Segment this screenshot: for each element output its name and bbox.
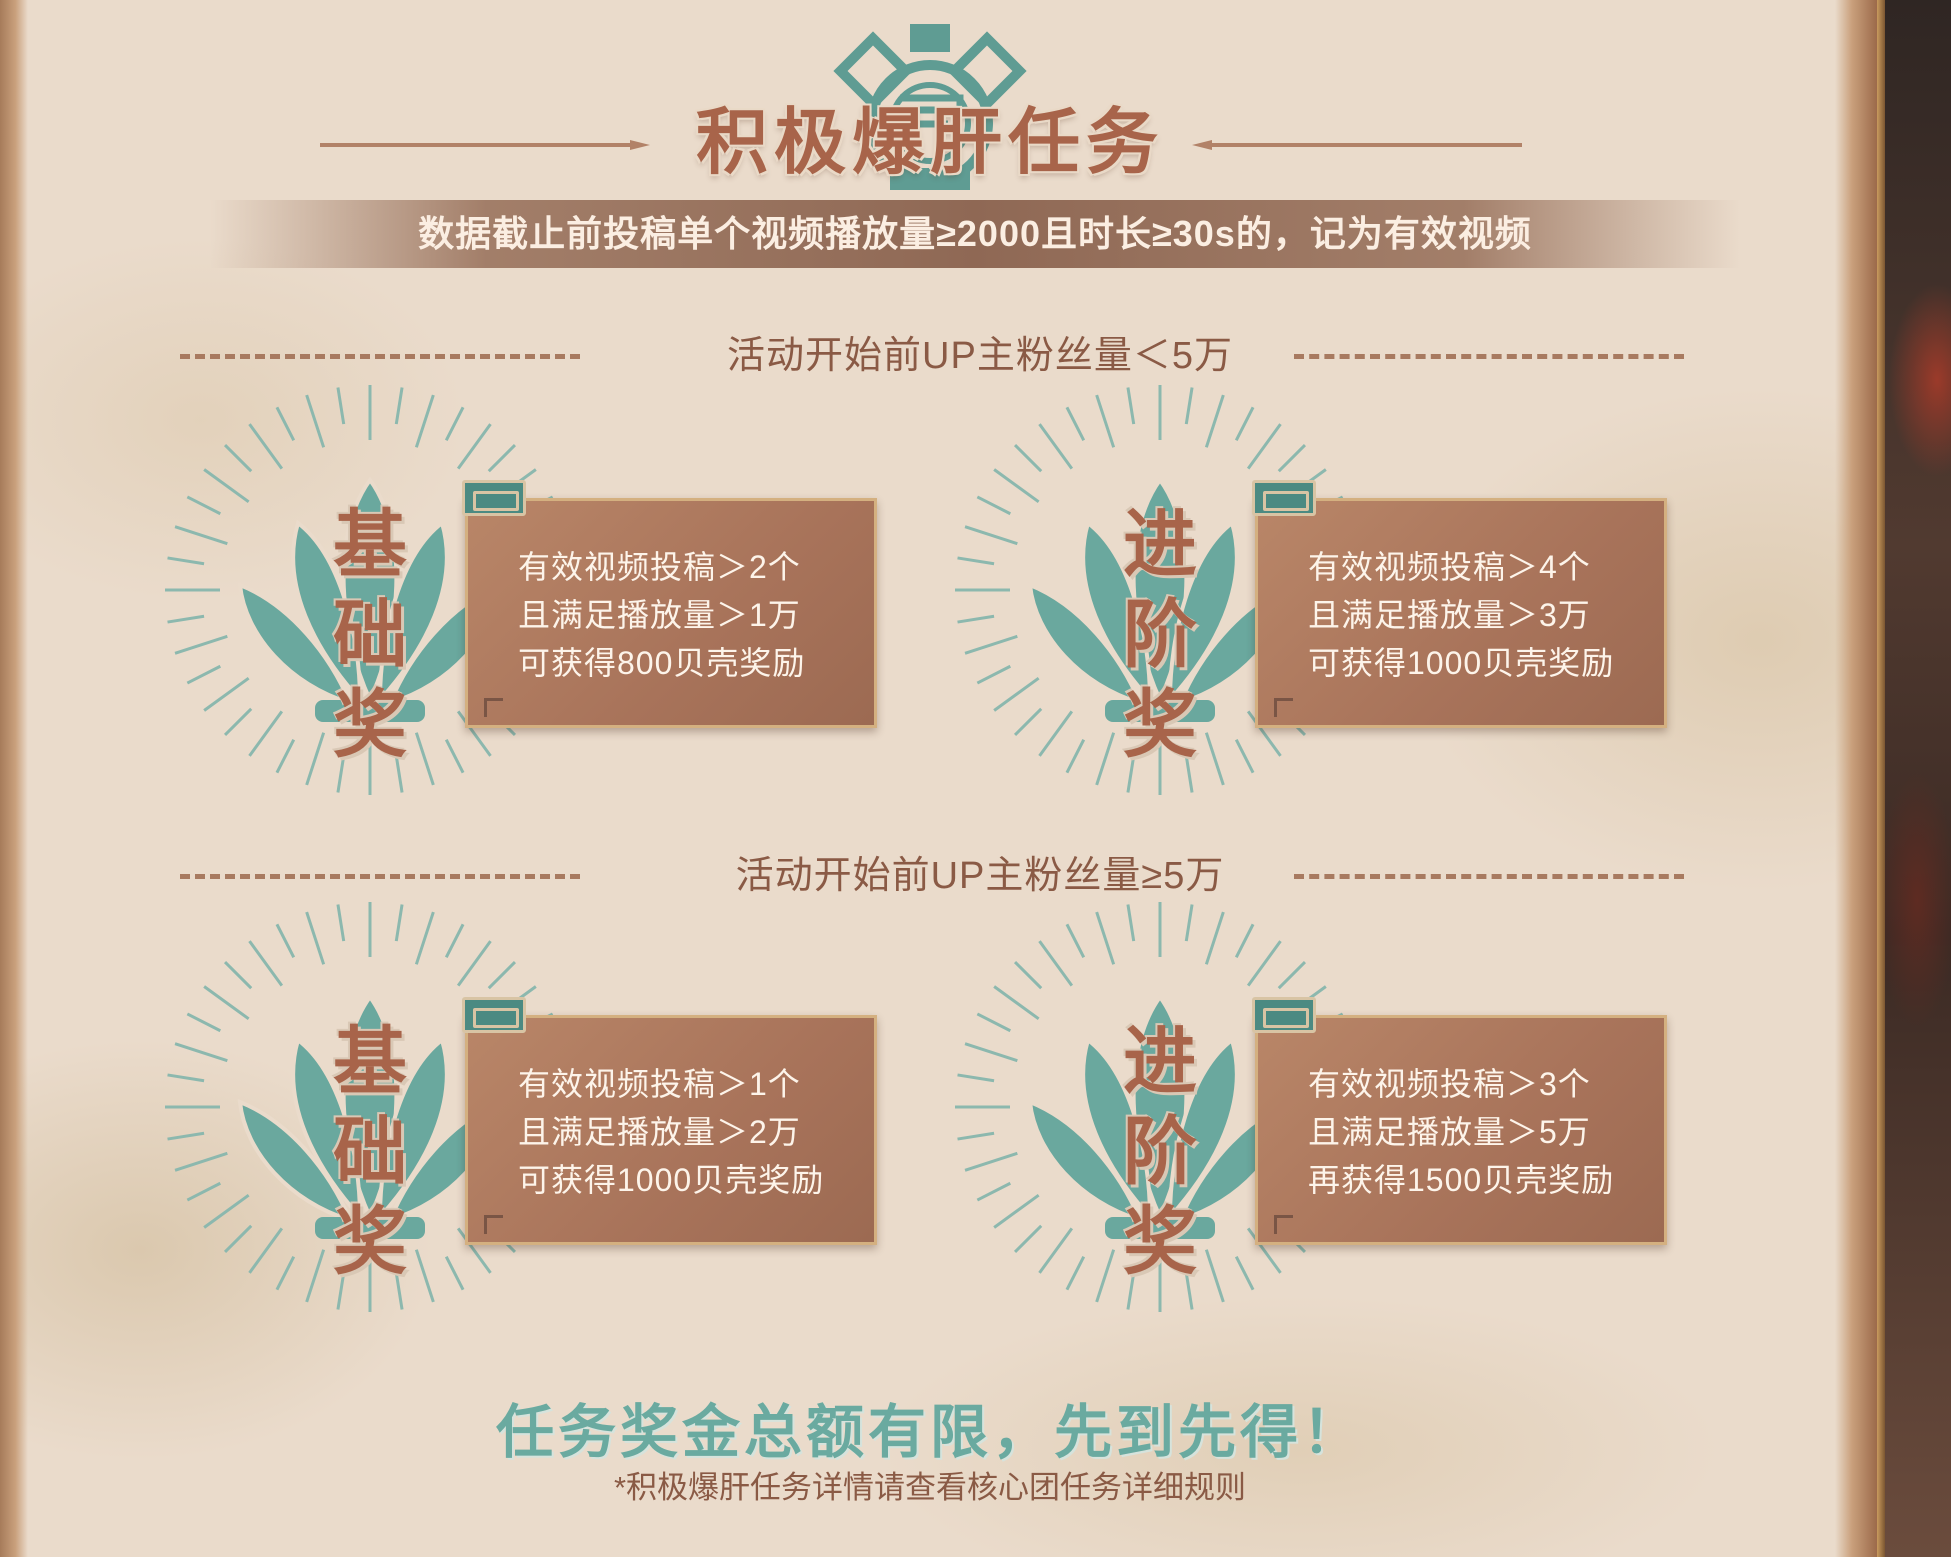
reward-tier-label: 进阶奖 [1105,500,1215,770]
scroll-tab-icon [462,480,526,516]
reward-card: 有效视频投稿＞3个 且满足播放量＞5万 再获得1500贝壳奖励 [1255,1015,1667,1245]
section-divider [1294,354,1684,359]
reward-condition-line: 可获得1000贝壳奖励 [518,1162,825,1198]
side-artwork-rim [1877,0,1885,1557]
reward-card: 有效视频投稿＞2个 且满足播放量＞1万 可获得800贝壳奖励 [465,498,877,728]
reward-tier-char: 奖 [1123,1200,1197,1283]
reward-tier-char: 阶 [1123,1110,1197,1193]
section-title: 活动开始前UP主粉丝量≥5万 [735,855,1225,897]
torn-edge-right [1835,0,1877,1557]
reward-condition-line: 有效视频投稿＞2个 [518,549,801,585]
reward-tier-char: 础 [333,593,407,676]
reward-condition-line: 可获得1000贝壳奖励 [1308,645,1615,681]
card-corner-ornament [484,1215,503,1234]
reward-tier-label: 基础奖 [315,500,425,770]
reward-tier-char: 奖 [333,683,407,766]
side-artwork [1877,0,1951,1557]
reward-tier-char: 进 [1123,1020,1197,1103]
reward-tier-char: 奖 [1123,683,1197,766]
reward-tier-char: 进 [1123,503,1197,586]
section-title: 活动开始前UP主粉丝量＜5万 [727,335,1233,377]
sunburst-icon [165,902,575,1312]
reward-condition-line: 且满足播放量＞2万 [518,1114,801,1150]
reward-condition-line: 有效视频投稿＞4个 [1308,549,1591,585]
scroll-tab-icon [462,997,526,1033]
card-corner-ornament [1274,1215,1293,1234]
reward-tier-char: 基 [333,1020,407,1103]
section-divider [1294,874,1684,879]
reward-condition-line: 且满足播放量＞3万 [1308,597,1591,633]
footer-note: *积极爆肝任务详情请查看核心团任务详细规则 [613,1470,1247,1505]
page-subtitle: 数据截止前投稿单个视频播放量≥2000且时长≥30s的，记为有效视频 [418,213,1532,254]
reward-condition-line: 可获得800贝壳奖励 [518,645,806,681]
scroll-tab-icon [1252,480,1316,516]
page-title: 积极爆肝任务 [695,103,1164,183]
reward-tier-char: 阶 [1123,593,1197,676]
arrow-icon [320,140,650,150]
reward-card: 有效视频投稿＞1个 且满足播放量＞2万 可获得1000贝壳奖励 [465,1015,877,1245]
reward-tier-char: 基 [333,503,407,586]
section-divider [180,874,580,879]
reward-card: 有效视频投稿＞4个 且满足播放量＞3万 可获得1000贝壳奖励 [1255,498,1667,728]
reward-condition-line: 且满足播放量＞1万 [518,597,801,633]
card-corner-ornament [484,698,503,717]
footer-slogan: 任务奖金总额有限，先到先得！ [495,1400,1364,1465]
reward-condition-line: 再获得1500贝壳奖励 [1308,1162,1615,1198]
subtitle-band [210,200,1740,268]
card-corner-ornament [1274,698,1293,717]
shell-icon [1027,476,1293,722]
reward-condition-line: 有效视频投稿＞3个 [1308,1066,1591,1102]
sunburst-icon [955,385,1365,795]
reward-tier-char: 础 [333,1110,407,1193]
reward-tier-char: 奖 [333,1200,407,1283]
emblem-icon [833,24,1027,190]
reward-condition-line: 且满足播放量＞5万 [1308,1114,1591,1150]
reward-condition-line: 有效视频投稿＞1个 [518,1066,801,1102]
scroll-tab-icon [1252,997,1316,1033]
section-divider [180,354,580,359]
reward-tier-label: 基础奖 [315,1017,425,1287]
reward-tier-label: 进阶奖 [1105,1017,1215,1287]
torn-edge-left [0,0,28,1557]
arrow-icon [1192,140,1522,150]
